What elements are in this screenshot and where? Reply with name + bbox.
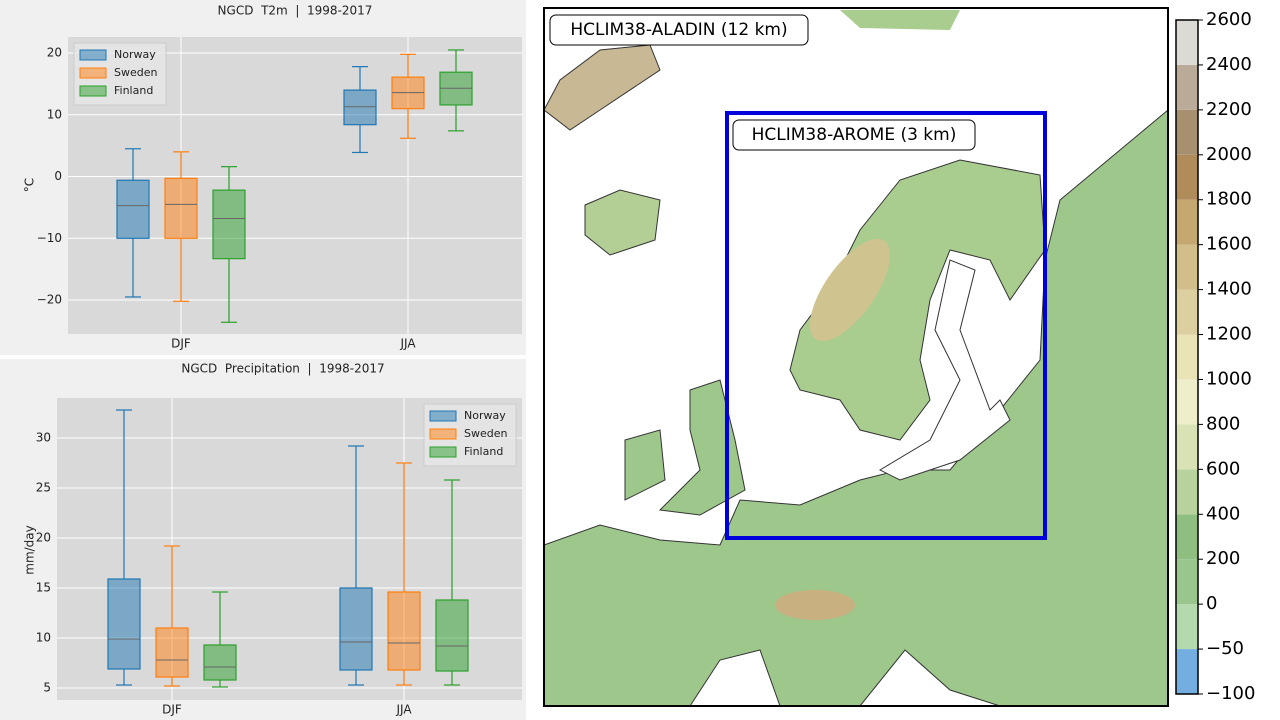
box: [387, 591, 421, 671]
box: [203, 644, 237, 681]
colorbar-segment: [1176, 199, 1198, 245]
box: [116, 179, 150, 239]
y-tick-label: 10: [36, 631, 51, 645]
scandes: [809, 238, 891, 342]
annotation-box: [732, 119, 976, 151]
colorbar-tick-label: 0: [1206, 593, 1217, 614]
map: HCLIM38-ALADIN (12 km) HCLIM38-AROME (3 …: [543, 7, 1169, 707]
alps: [775, 590, 855, 620]
x-tick-label: DJF: [162, 703, 182, 717]
y-tick-label: 25: [36, 481, 51, 495]
box: [435, 599, 469, 672]
y-tick-label: 10: [47, 107, 62, 121]
colorbar-tick-label: 400: [1206, 503, 1240, 524]
colorbar-segment: [1176, 20, 1198, 65]
legend-swatch: [429, 410, 457, 422]
colorbar-segment: [1176, 64, 1198, 110]
y-tick-label: 5: [43, 681, 51, 695]
colorbar-tick-label: 1000: [1206, 368, 1252, 389]
x-tick-label: JJA: [395, 703, 412, 717]
baltic-sea: [878, 259, 1011, 481]
arome-domain: [725, 111, 1047, 540]
colorbar-tick-label: 1600: [1206, 234, 1252, 255]
annotation-box: [549, 14, 809, 46]
legend-label: Norway: [464, 409, 506, 422]
greenland: [544, 44, 661, 131]
colorbar-segment: [1176, 154, 1198, 200]
legend-label: Sweden: [114, 66, 157, 79]
colorbar-tick-label: 2600: [1206, 9, 1252, 30]
y-tick-label: −10: [37, 231, 62, 245]
colorbar-tick-label: 1400: [1206, 279, 1252, 300]
y-tick-label: 30: [36, 431, 51, 445]
legend-swatch: [79, 67, 107, 79]
colorbar-segment: [1176, 334, 1198, 380]
legend-label: Sweden: [464, 427, 507, 440]
chart-title: NGCD Precipitation | 1998-2017: [181, 362, 384, 376]
svalbard: [840, 10, 960, 30]
colorbar-segment: [1176, 244, 1198, 290]
colorbar-segment: [1176, 424, 1198, 470]
colorbar-tick-label: −50: [1206, 638, 1244, 659]
box: [164, 177, 198, 239]
colorbar-tick-label: 600: [1206, 458, 1240, 479]
colorbar-tick-label: 2200: [1206, 99, 1252, 120]
legend-label: Finland: [114, 84, 153, 97]
colorbar-tick-label: 1800: [1206, 189, 1252, 210]
colorbar-tick-label: 2000: [1206, 144, 1252, 165]
y-axis-label: °C: [23, 178, 37, 192]
legend-swatch: [429, 428, 457, 440]
legend-swatch: [79, 49, 107, 61]
colorbar-tick-label: 800: [1206, 413, 1240, 434]
y-tick-label: −20: [37, 293, 62, 307]
box: [339, 587, 373, 671]
colorbar-tick-label: −100: [1206, 683, 1255, 704]
box: [212, 189, 246, 260]
colorbar-segment: [1176, 379, 1198, 425]
annotation: HCLIM38-AROME (3 km): [752, 125, 957, 145]
y-tick-label: 15: [36, 581, 51, 595]
scandinavia: [789, 159, 1046, 441]
y-tick-label: 20: [47, 46, 62, 60]
box: [343, 89, 377, 126]
y-tick-label: 20: [36, 531, 51, 545]
x-tick-label: DJF: [171, 337, 191, 351]
colorbar-segment: [1176, 514, 1198, 560]
annotation: HCLIM38-ALADIN (12 km): [570, 20, 787, 40]
x-tick-label: JJA: [399, 337, 416, 351]
colorbar-frame: [1175, 19, 1199, 695]
colorbar-tick-label: 1200: [1206, 324, 1252, 345]
colorbar-tick-label: 200: [1206, 548, 1240, 569]
colorbar-segment: [1176, 559, 1198, 605]
map-frame: [543, 7, 1169, 707]
box: [155, 627, 189, 678]
y-tick-label: 0: [54, 169, 62, 183]
colorbar-segment: [1176, 109, 1198, 155]
colorbar-tick-label: 2400: [1206, 54, 1252, 75]
chart-title: NGCD T2m | 1998-2017: [218, 4, 373, 18]
y-axis-label: mm/day: [23, 525, 37, 575]
legend-label: Finland: [464, 445, 503, 458]
ireland: [624, 429, 666, 501]
continent: [544, 109, 1168, 706]
legend-label: Norway: [114, 48, 156, 61]
iceland: [584, 189, 661, 256]
legend-swatch: [429, 446, 457, 458]
colorbar-segment: [1176, 469, 1198, 515]
legend-swatch: [79, 85, 107, 97]
box: [107, 578, 141, 670]
colorbar-segment: [1176, 604, 1198, 650]
colorbar-segment: [1176, 649, 1198, 694]
colorbar-segment: [1176, 289, 1198, 335]
